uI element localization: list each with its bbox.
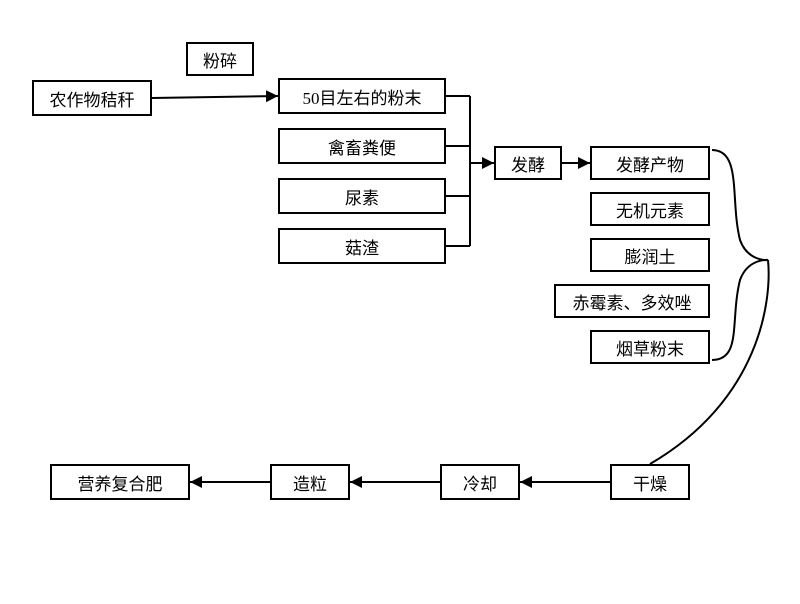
node-ferment: 发酵 bbox=[494, 146, 562, 180]
label: 膨润土 bbox=[625, 243, 676, 268]
node-inorg: 无机元素 bbox=[590, 192, 710, 226]
label: 赤霉素、多效唑 bbox=[573, 289, 692, 314]
node-input: 农作物秸秆 bbox=[32, 80, 152, 116]
label: 尿素 bbox=[345, 184, 379, 209]
node-gibb: 赤霉素、多效唑 bbox=[554, 284, 710, 318]
label: 禽畜粪便 bbox=[328, 134, 396, 159]
label: 冷却 bbox=[463, 470, 497, 495]
label: 菇渣 bbox=[345, 234, 379, 259]
node-urea: 尿素 bbox=[278, 178, 446, 214]
label: 营养复合肥 bbox=[78, 470, 163, 495]
label: 无机元素 bbox=[616, 197, 684, 222]
label: 50目左右的粉末 bbox=[303, 84, 422, 109]
node-manure: 禽畜粪便 bbox=[278, 128, 446, 164]
label: 粉碎 bbox=[203, 47, 237, 72]
node-crush: 粉碎 bbox=[186, 42, 254, 76]
node-powder: 50目左右的粉末 bbox=[278, 78, 446, 114]
node-tobacco: 烟草粉末 bbox=[590, 330, 710, 364]
label: 造粒 bbox=[293, 470, 327, 495]
node-gran: 造粒 bbox=[270, 464, 350, 500]
node-mush: 菇渣 bbox=[278, 228, 446, 264]
node-cool: 冷却 bbox=[440, 464, 520, 500]
node-bent: 膨润土 bbox=[590, 238, 710, 272]
label: 干燥 bbox=[633, 470, 667, 495]
node-fprod: 发酵产物 bbox=[590, 146, 710, 180]
label: 烟草粉末 bbox=[616, 335, 684, 360]
label: 农作物秸秆 bbox=[50, 86, 135, 111]
node-out: 营养复合肥 bbox=[50, 464, 190, 500]
label: 发酵产物 bbox=[616, 151, 684, 176]
label: 发酵 bbox=[511, 151, 545, 176]
node-dry: 干燥 bbox=[610, 464, 690, 500]
